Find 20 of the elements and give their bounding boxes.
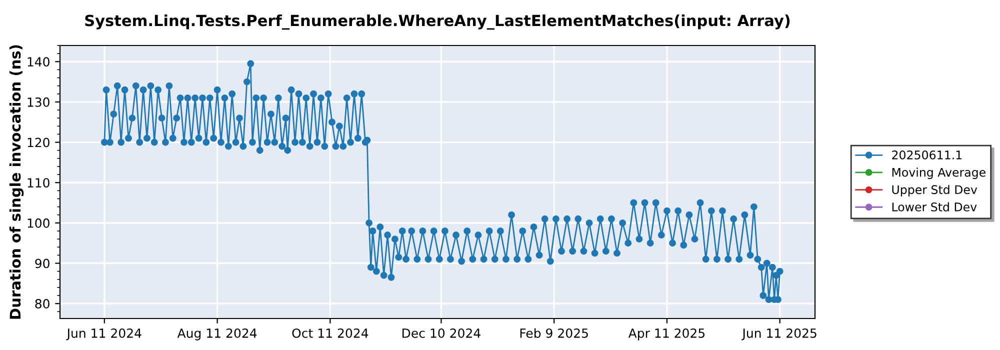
y-tick-label: 110 xyxy=(28,178,50,188)
legend-label: 20250611.1 xyxy=(892,150,962,160)
y-tick-label: 90 xyxy=(35,258,50,268)
x-tick-label: Dec 10 2024 xyxy=(402,328,480,338)
y-tick-label: 120 xyxy=(28,138,50,148)
y-tick-label: 100 xyxy=(28,218,50,228)
x-tick-label: Jun 11 2025 xyxy=(742,328,816,340)
x-tick-label: Apr 11 2025 xyxy=(628,328,705,340)
y-tick-label: 80 xyxy=(35,299,50,309)
x-tick-label: Oct 11 2024 xyxy=(292,328,368,338)
legend-label: Lower Std Dev xyxy=(892,202,977,212)
y-axis-title: Duration of single invocation (ns) xyxy=(9,45,24,319)
x-tick-label: Feb 9 2025 xyxy=(520,328,588,338)
x-tick-label: Jun 11 2024 xyxy=(66,328,142,340)
legend-label: Upper Std Dev xyxy=(892,184,978,196)
y-tick-label: 140 xyxy=(28,57,50,67)
x-tick-label: Aug 11 2024 xyxy=(177,328,257,340)
chart-title: System.Linq.Tests.Perf_Enumerable.WhereAny_LastElementMatches(input: Array) xyxy=(85,14,790,30)
legend-label: Moving Average xyxy=(892,168,986,180)
y-tick-label: 130 xyxy=(28,97,50,107)
